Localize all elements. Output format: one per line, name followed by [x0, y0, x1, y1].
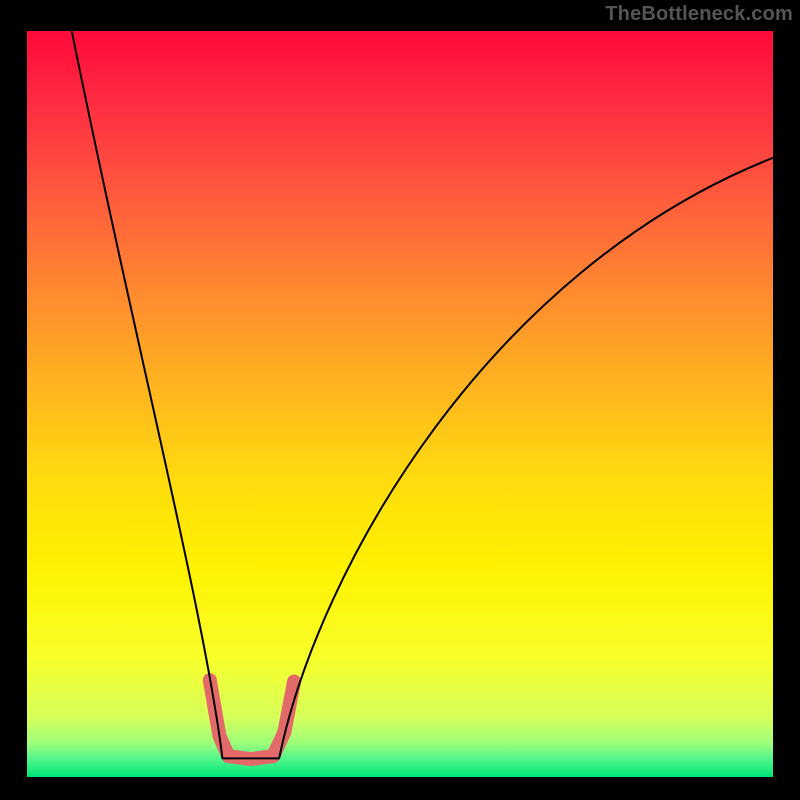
bottleneck-curve — [27, 31, 773, 777]
plot-area — [27, 31, 773, 777]
v-curve-line — [72, 31, 773, 758]
stage: TheBottleneck.com — [0, 0, 800, 800]
watermark-text: TheBottleneck.com — [605, 3, 793, 26]
